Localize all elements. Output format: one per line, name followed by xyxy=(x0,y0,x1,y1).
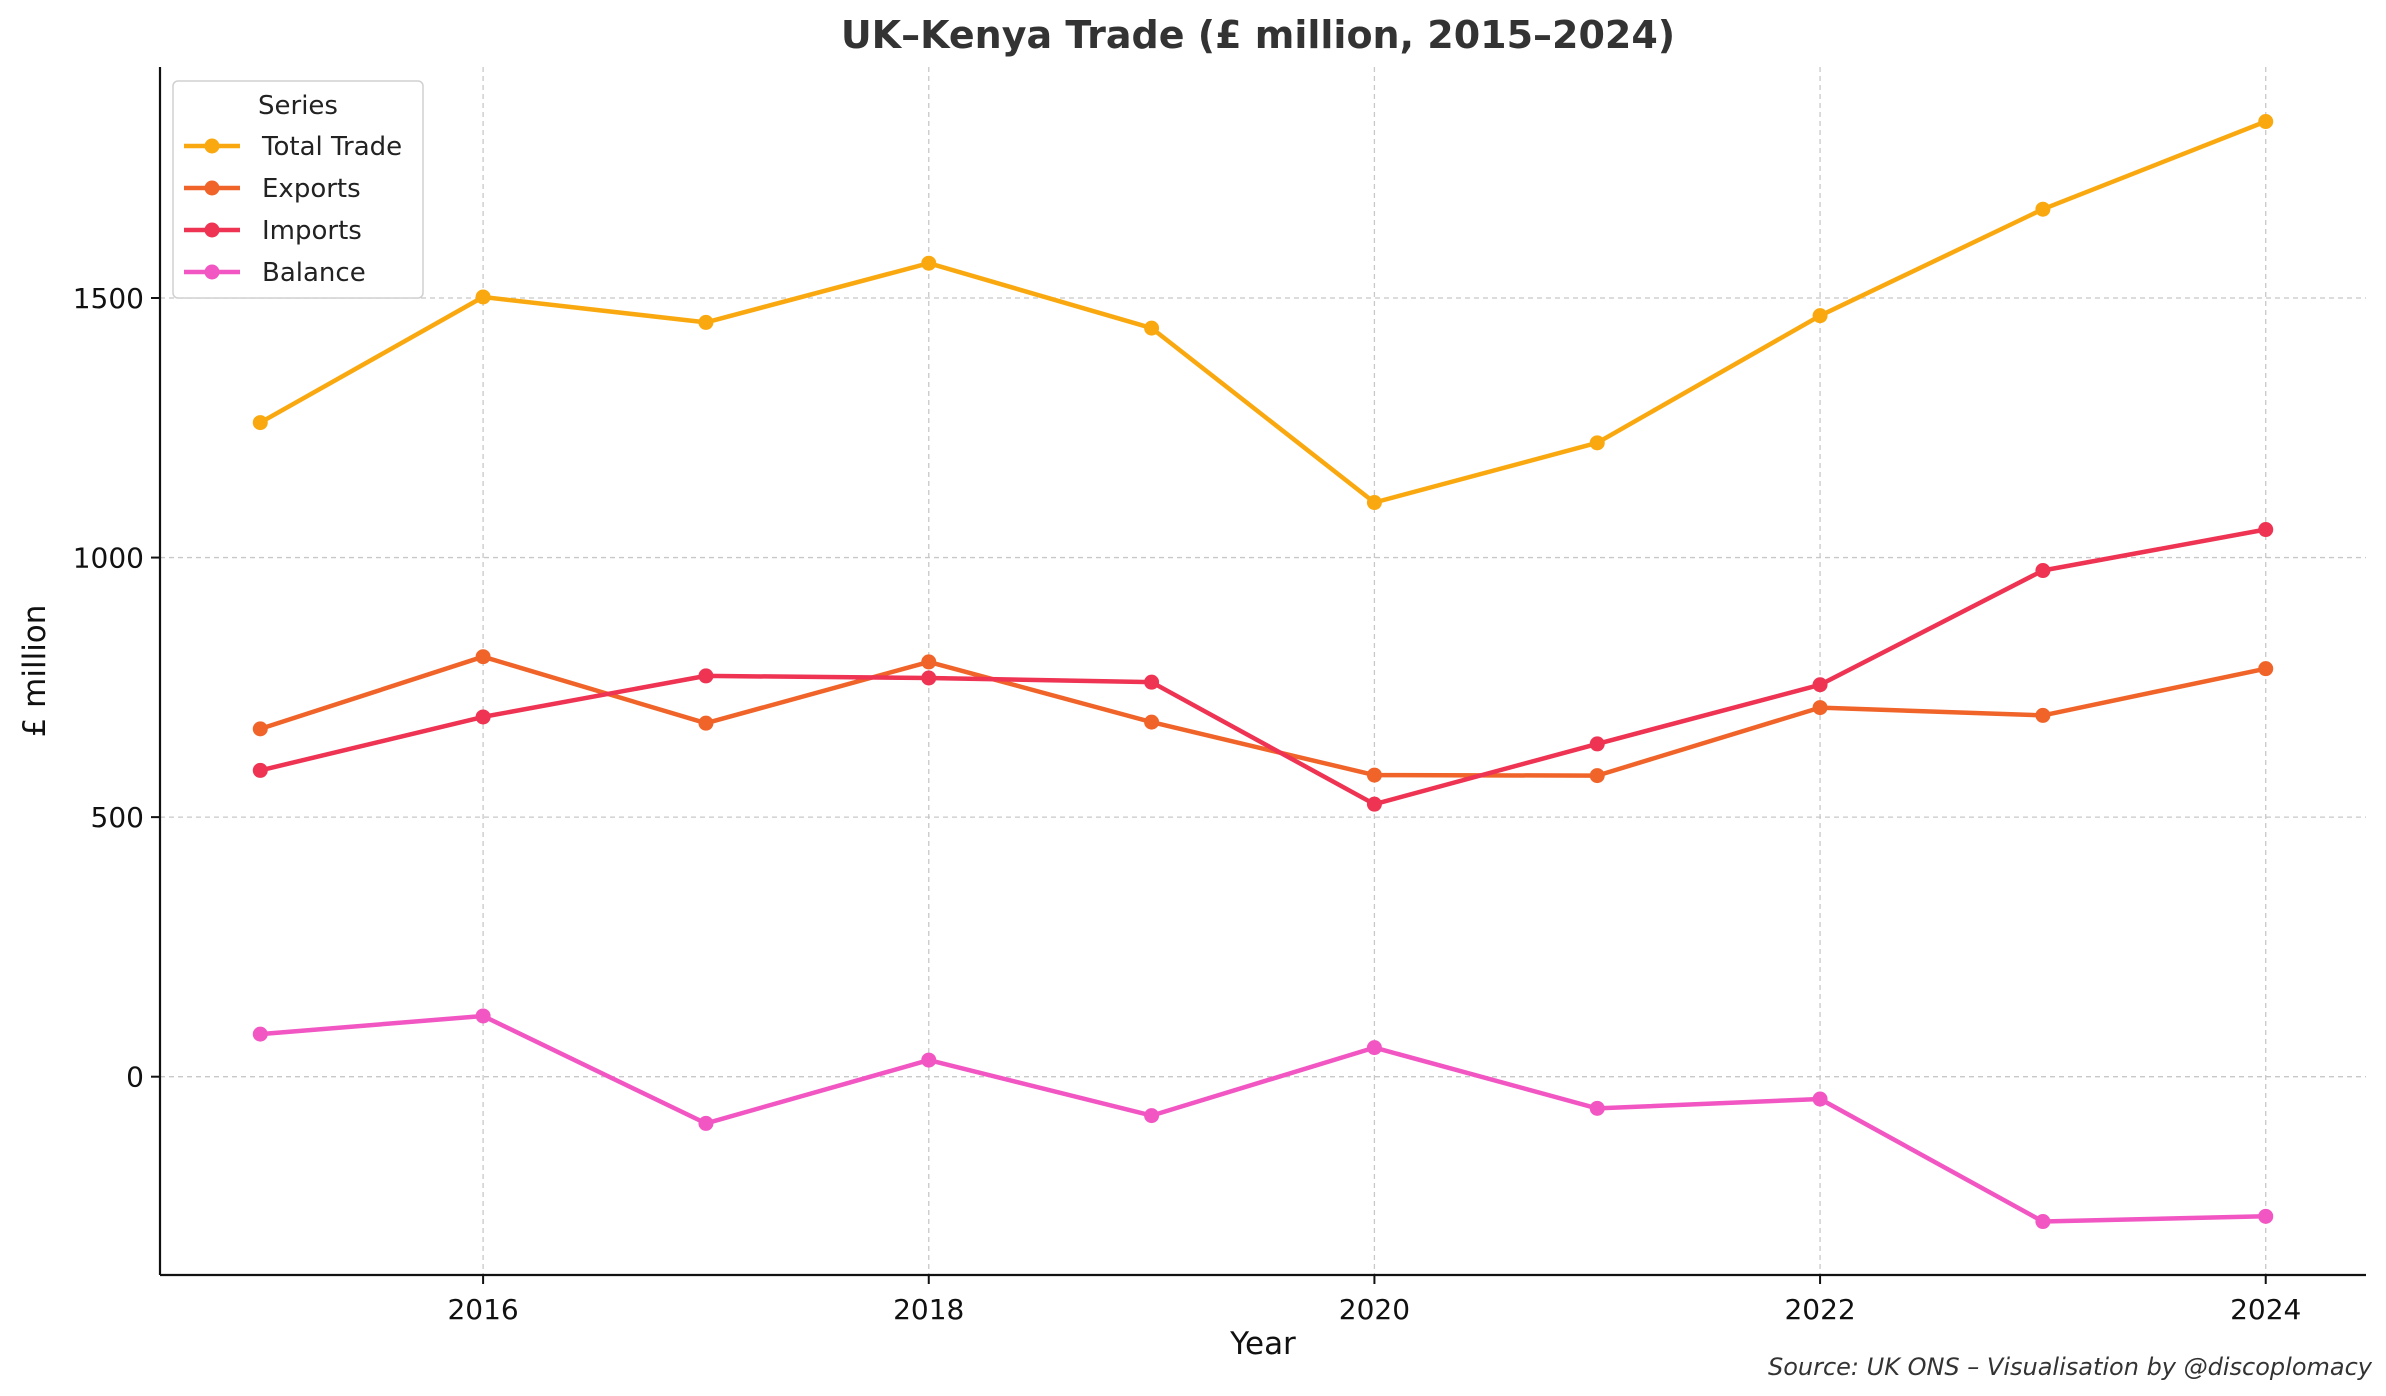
y-ticks: 0 500 1000 1500 xyxy=(73,282,160,1094)
series-lines xyxy=(258,119,2268,1224)
data-point-exports xyxy=(1366,767,1382,783)
x-tick-label: 2022 xyxy=(1784,1293,1855,1326)
data-point-balance xyxy=(921,1052,937,1068)
data-point-balance xyxy=(2035,1214,2051,1230)
x-ticks: 2016 2018 2020 2022 2024 xyxy=(447,1275,2301,1326)
data-point-imports xyxy=(1812,677,1828,693)
legend-label-balance: Balance xyxy=(262,258,366,288)
data-point-imports xyxy=(1589,736,1605,752)
data-point-exports xyxy=(2258,661,2274,677)
data-point-exports xyxy=(252,721,268,737)
y-tick-label: 0 xyxy=(126,1061,144,1094)
y-tick-label: 500 xyxy=(91,801,144,834)
y-tick-label: 1500 xyxy=(73,282,144,315)
data-point-total-trade xyxy=(1812,308,1828,324)
legend-label-total-trade: Total Trade xyxy=(261,132,402,162)
legend-marker-exports xyxy=(204,180,220,196)
data-point-total-trade xyxy=(475,289,491,305)
data-point-balance xyxy=(252,1026,268,1042)
data-point-imports xyxy=(2035,563,2051,579)
data-point-exports xyxy=(1589,768,1605,784)
data-point-imports xyxy=(1366,796,1382,812)
legend: Series Total Trade Exports Imports Balance xyxy=(172,80,424,299)
series-points xyxy=(252,114,2274,1230)
data-point-imports xyxy=(252,762,268,778)
data-point-exports xyxy=(475,649,491,665)
x-tick-label: 2020 xyxy=(1339,1293,1410,1326)
data-point-balance xyxy=(2258,1208,2274,1224)
data-point-total-trade xyxy=(252,415,268,431)
legend-title: Series xyxy=(258,91,338,121)
data-point-imports xyxy=(698,668,714,684)
series-line-total-trade xyxy=(258,119,2268,505)
source-note: Source: UK ONS – Visualisation by @disco… xyxy=(1768,1353,2373,1381)
data-point-exports xyxy=(698,715,714,731)
legend-box xyxy=(172,80,424,299)
data-point-imports xyxy=(2258,522,2274,538)
data-point-balance xyxy=(1366,1040,1382,1056)
data-point-total-trade xyxy=(1366,495,1382,511)
x-tick-label: 2018 xyxy=(893,1293,964,1326)
series-line-balance xyxy=(258,1013,2268,1224)
data-point-imports xyxy=(1144,674,1160,690)
series-line-imports xyxy=(258,527,2268,807)
grid xyxy=(160,67,2366,1275)
x-tick-label: 2016 xyxy=(447,1293,518,1326)
data-point-balance xyxy=(1589,1100,1605,1116)
legend-label-imports: Imports xyxy=(262,216,362,246)
data-point-total-trade xyxy=(2258,114,2274,130)
data-point-exports xyxy=(1144,714,1160,730)
x-axis-title: Year xyxy=(1229,1326,1296,1362)
data-point-balance xyxy=(1812,1091,1828,1107)
data-point-total-trade xyxy=(2035,201,2051,217)
legend-marker-imports xyxy=(204,222,220,238)
legend-marker-balance xyxy=(204,264,220,280)
y-axis-title: £ million xyxy=(17,605,53,738)
x-tick-label: 2024 xyxy=(2230,1293,2301,1326)
data-point-imports xyxy=(475,709,491,725)
data-point-total-trade xyxy=(698,314,714,330)
data-point-total-trade xyxy=(1589,435,1605,451)
legend-marker-total-trade xyxy=(204,138,220,154)
chart-title: UK–Kenya Trade (£ million, 2015–2024) xyxy=(841,13,1675,57)
data-point-imports xyxy=(921,670,937,686)
axes xyxy=(158,67,2366,1277)
data-point-exports xyxy=(921,654,937,670)
series-line-exports xyxy=(258,654,2268,778)
data-point-balance xyxy=(698,1115,714,1131)
data-point-exports xyxy=(2035,707,2051,723)
legend-label-exports: Exports xyxy=(262,174,361,204)
data-point-total-trade xyxy=(921,255,937,271)
y-tick-label: 1000 xyxy=(73,542,144,575)
data-point-balance xyxy=(1144,1108,1160,1124)
data-point-total-trade xyxy=(1144,320,1160,336)
data-point-balance xyxy=(475,1008,491,1024)
data-point-exports xyxy=(1812,700,1828,716)
